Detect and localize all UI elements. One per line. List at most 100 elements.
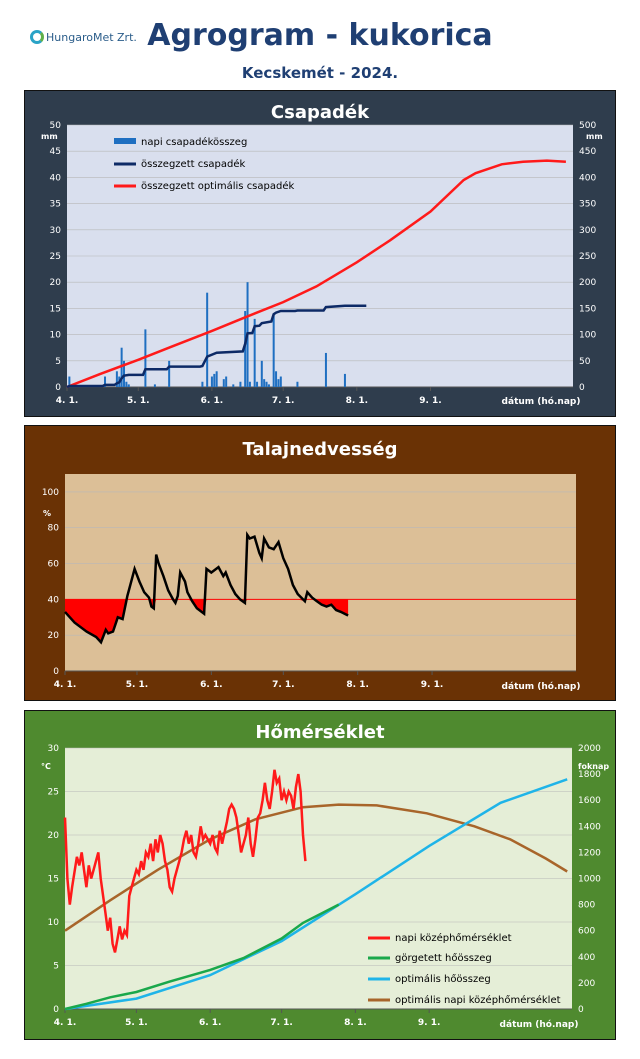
legend-label-opt-sum: optimális hőösszeg [395,973,491,985]
precipitation-legend: napi csapadékösszeg összegzett csapadék … [114,136,295,192]
temp-left-tick-label: 0 [53,1005,59,1015]
temperature-x-axis-label: dátum (hó.nap) [500,1019,579,1030]
soil-moisture-left-unit: % [43,509,51,518]
temp-left-tick-label: 25 [48,788,59,798]
precip-right-tick-label: 400 [579,173,596,183]
precipitation-chart-marks: 0510152025303540455005010015020025030035… [50,121,597,406]
daily-precip-bar [279,376,282,387]
daily-precip-bar [225,376,228,387]
precip-left-tick-label: 0 [55,383,61,393]
precip-right-tick-label: 350 [579,200,596,210]
temp-left-tick-label: 10 [48,918,60,928]
precip-x-tick-label: 6. 1. [201,396,224,406]
daily-precip-bar [253,318,256,387]
daily-precip-bar [104,376,107,387]
daily-precip-bar [277,379,280,387]
temp-right-tick-label: 1000 [578,875,601,885]
temp-right-tick-label: 400 [578,953,595,963]
precip-right-tick-label: 100 [579,331,596,341]
precip-right-tick-label: 0 [579,383,585,393]
temp-right-tick-label: 1800 [578,770,601,780]
temp-left-tick-label: 20 [48,831,60,841]
daily-precip-bar [115,371,118,387]
cum-precip-line [66,304,367,389]
soil-left-tick-label: 80 [48,524,60,534]
daily-precip-bar [267,384,270,387]
temp-right-tick-label: 600 [578,927,595,937]
temperature-left-unit: °C [41,762,51,771]
temp-right-tick-label: 2000 [578,744,601,754]
daily-precip-bar [222,379,225,387]
precip-right-tick-label: 450 [579,147,596,157]
legend-label-rolling-sum: görgetett hőösszeg [395,952,492,964]
temperature-right-unit: foknap [578,762,609,771]
daily-precip-bar [244,311,247,387]
temp-x-tick-label: 7. 1. [270,1018,293,1028]
precip-left-tick-label: 15 [50,304,61,314]
precipitation-chart: Csapadék 0510152025303540455005010015020… [41,102,603,407]
soil-moisture-chart: Talajnedvesség 0 20 40 60 80 100 4. 1. 5. 1. 6. … [42,439,581,692]
daily-precip-bar [68,376,71,387]
precip-left-tick-label: 45 [50,147,61,157]
precipitation-panel: Csapadék 0 5 10 15 20 25 30 35 40 45 50 0 50 100 150 20… [24,90,616,417]
precip-right-tick-label: 200 [579,278,596,288]
precipitation-title: Csapadék [271,102,370,123]
precip-left-tick-label: 10 [50,331,62,341]
daily-precip-bar [125,381,128,387]
precip-right-tick-label: 500 [579,121,596,131]
daily-precip-bar [343,373,346,387]
legend-label-daily-temp: napi középhőmérséklet [395,932,512,944]
temp-right-tick-label: 1200 [578,848,601,858]
daily-precip-bar [263,379,266,387]
temp-x-tick-label: 5. 1. [125,1018,148,1028]
temp-x-tick-label: 4. 1. [54,1018,77,1028]
temp-right-tick-label: 800 [578,901,595,911]
temp-right-tick-label: 1600 [578,796,601,806]
precip-left-tick-label: 5 [55,357,61,367]
opt-daily-temp-line [64,803,568,932]
daily-precip-bar [248,381,251,387]
legend-label-daily-precip: napi csapadékösszeg [141,136,247,148]
precipitation-x-axis-label: dátum (hó.nap) [502,396,581,407]
daily-precip-bar [213,373,216,387]
daily-precip-bar [215,371,218,387]
precip-left-tick-label: 35 [50,200,61,210]
soil-moisture-x-axis-label: dátum (hó.nap) [502,681,581,692]
precip-left-tick-label: 50 [50,121,62,131]
daily-precip-bar [232,384,235,387]
temp-x-tick-label: 8. 1. [344,1018,367,1028]
temp-right-tick-label: 1400 [578,822,601,832]
temperature-chart: Hőmérséklet 0 5 10 15 20 25 30 0 200 400 600 800 100… [41,722,609,1030]
precipitation-left-unit: mm [41,132,58,141]
temperature-chart-marks: 0 5 10 15 20 25 30 0 200 400 600 800 1000 1200 1400 160… [48,744,602,1028]
legend-label-opt-precip: összegzett optimális csapadék [141,180,295,192]
daily-mean-temp-line [63,769,307,953]
temp-left-tick-label: 5 [53,962,59,972]
daily-precip-bar [168,360,171,387]
daily-precip-bar [123,360,126,387]
soil-moisture-line [64,530,349,645]
daily-precip-bar [272,313,275,387]
daily-precip-bar [153,384,156,387]
daily-precip-bar [206,292,209,387]
soil-moisture-plot-area [65,474,576,671]
temp-x-tick-label: 6. 1. [199,1018,222,1028]
soil-moisture-chart-marks: 0 20 40 60 80 100 4. 1. 5. 1. 6. 1. 7. 1. 8. 1. 9. … [42,488,576,690]
soil-left-tick-label: 40 [48,595,60,605]
soil-x-tick-label: 7. 1. [272,680,295,690]
precip-right-tick-label: 300 [579,226,596,236]
legend-label-cum-precip: összegzett csapadék [141,158,246,170]
daily-precip-bar [324,352,327,387]
precip-x-tick-label: 4. 1. [56,396,79,406]
temp-left-tick-label: 30 [48,744,60,754]
precip-left-tick-label: 20 [50,278,62,288]
daily-precip-bar [239,381,242,387]
rolling-heat-sum-line [64,903,340,1011]
hungaromet-logo-icon [30,30,44,44]
temp-left-tick-label: 15 [48,875,59,885]
precipitation-right-unit: mm [586,132,603,141]
precip-left-tick-label: 25 [50,252,61,262]
precip-right-tick-label: 150 [579,304,596,314]
temperature-legend: napi középhőmérséklet görgetett hőösszeg… [368,932,561,1006]
page-title: Agrogram - kukorica [147,18,493,53]
